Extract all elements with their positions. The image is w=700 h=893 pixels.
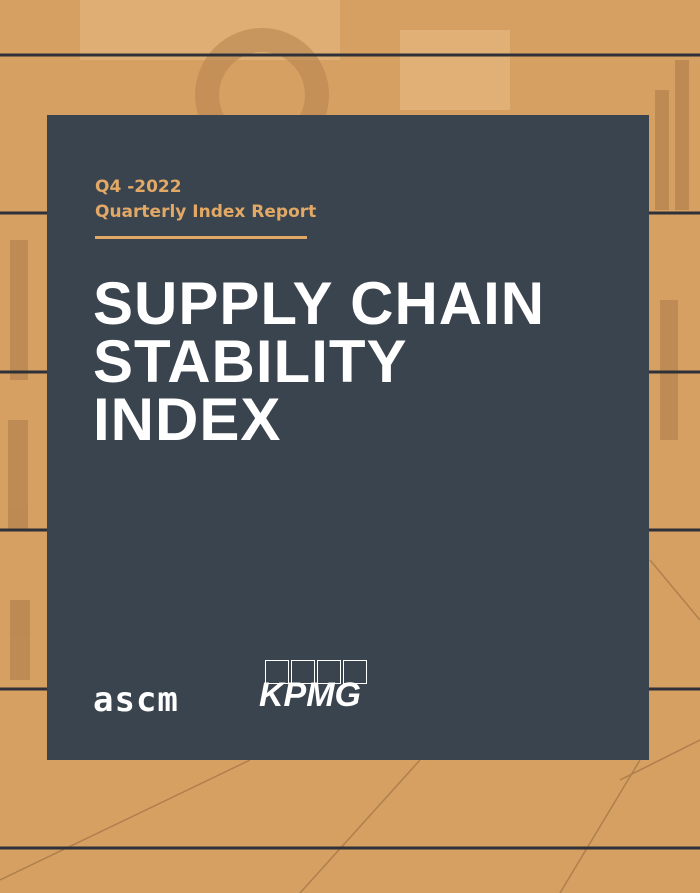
report-subtitle: Quarterly Index Report [95, 202, 317, 222]
report-title: SUPPLY CHAIN STABILITY INDEX [93, 270, 546, 453]
divider [95, 236, 307, 239]
title-line: INDEX [93, 386, 282, 453]
ascm-logo: ascm [93, 680, 179, 720]
title-line: STABILITY [93, 328, 408, 395]
cover-panel: Q4 -2022 Quarterly Index Report SUPPLY C… [47, 115, 649, 760]
kpmg-logo: KPMG [259, 660, 367, 715]
logo-boxes [265, 660, 367, 684]
report-period: Q4 -2022 [95, 177, 182, 197]
logo-word: KPMG [259, 676, 361, 714]
title-line: SUPPLY CHAIN [93, 270, 546, 337]
